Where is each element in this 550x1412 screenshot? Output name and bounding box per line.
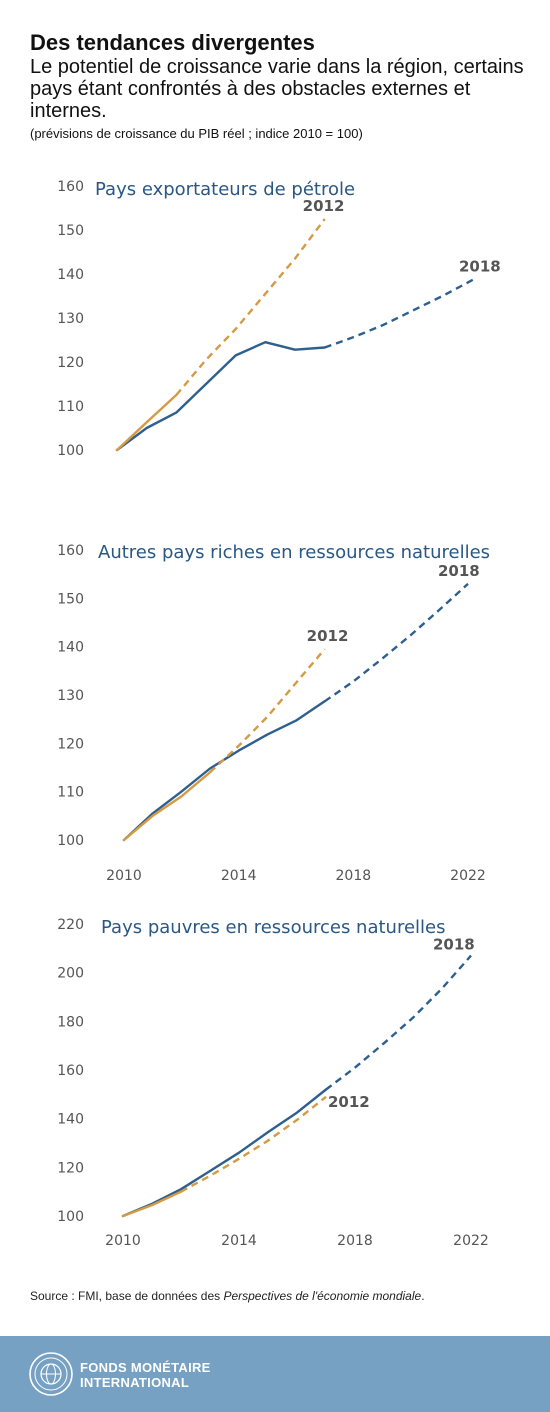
x-tick-label: 2022: [453, 1233, 489, 1249]
series-2012-projection-line: [175, 218, 326, 396]
series-label: 2018: [438, 562, 480, 580]
header: Des tendances divergentes Le potentiel d…: [30, 30, 530, 143]
chart-resource-poor: Pays pauvres en ressources naturelles 100…: [57, 917, 489, 1249]
chart-title: Autres pays riches en ressources naturel…: [98, 542, 490, 563]
y-tick-label: 120: [57, 355, 84, 371]
x-tick-label: 2018: [336, 868, 372, 880]
chart-title: Pays pauvres en ressources naturelles: [101, 917, 446, 938]
x-tick-label: 2010: [105, 1233, 141, 1249]
y-tick-label: 100: [57, 1209, 84, 1225]
y-tick-label: 180: [57, 1014, 84, 1030]
series-2012-line: [122, 771, 212, 842]
y-tick-label: 160: [57, 543, 84, 559]
chart-other-resource-rich: Autres pays riches en ressources naturel…: [57, 542, 490, 880]
organization-name: FONDS MONÉTAIRE INTERNATIONAL: [80, 1360, 211, 1390]
y-tick-label: 130: [57, 688, 84, 704]
y-tick-label: 200: [57, 966, 84, 982]
series-2018-projection-line: [325, 954, 472, 1091]
y-tick-label: 130: [57, 311, 84, 327]
chart-title: Pays exportateurs de pétrole: [95, 179, 355, 200]
footer: FONDS MONÉTAIRE INTERNATIONAL: [0, 1336, 550, 1412]
series-2012-line: [121, 1190, 183, 1218]
y-tick-label: 160: [57, 179, 84, 195]
y-tick-label: 150: [57, 223, 84, 239]
x-tick-label: 2014: [221, 1233, 257, 1249]
chart-oil-exporters: Pays exportateurs de pétrole 100 110 120 130…: [57, 179, 501, 459]
y-tick-label: 220: [57, 917, 84, 933]
series-2018-line: [122, 700, 326, 842]
y-tick-label: 140: [57, 640, 84, 656]
series-label: 2018: [433, 936, 475, 954]
y-tick-label: 110: [57, 785, 84, 801]
source-note: Source : FMI, base de données des Perspe…: [30, 1289, 425, 1303]
imf-seal-icon: [29, 1352, 73, 1396]
y-tick-label: 140: [57, 267, 84, 283]
y-tick-label: 120: [57, 1160, 84, 1176]
x-tick-label: 2018: [337, 1233, 373, 1249]
series-2012-projection-line: [209, 648, 326, 774]
chart-note: (prévisions de croissance du PIB réel ; …: [30, 126, 363, 141]
y-tick-label: 120: [57, 736, 84, 752]
series-label: 2012: [303, 197, 345, 215]
y-tick-label: 110: [57, 399, 84, 415]
y-tick-label: 140: [57, 1112, 84, 1128]
y-tick-label: 100: [57, 833, 84, 849]
y-tick-label: 150: [57, 591, 84, 607]
x-tick-label: 2010: [106, 868, 142, 880]
series-2018-line: [115, 341, 326, 452]
y-tick-label: 160: [57, 1063, 84, 1079]
page-subtitle: Le potentiel de croissance varie dans la…: [30, 56, 524, 122]
series-label: 2018: [459, 258, 501, 276]
series-2012-line: [115, 393, 178, 452]
series-label: 2012: [307, 627, 349, 645]
x-tick-label: 2014: [221, 868, 257, 880]
series-2018-line: [121, 1088, 328, 1218]
series-label: 2012: [328, 1093, 370, 1111]
page-title: Des tendances divergentes: [30, 30, 315, 55]
y-tick-label: 100: [57, 443, 84, 459]
series-2018-projection-line: [324, 278, 474, 349]
series-2018-projection-line: [324, 582, 469, 703]
x-tick-label: 2022: [450, 868, 486, 880]
series-2012-projection-line: [180, 1095, 327, 1193]
